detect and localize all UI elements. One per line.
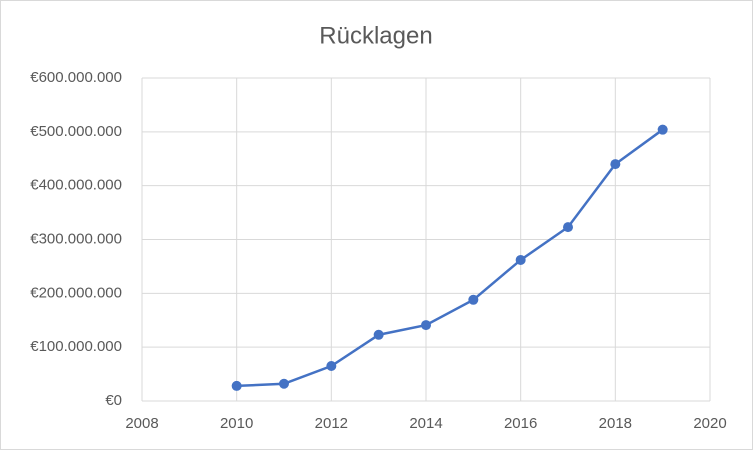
line	[236, 128, 664, 388]
y-tick-label: €0	[105, 392, 122, 409]
y-tick-label: €300.000.000	[30, 230, 122, 247]
marker	[231, 380, 242, 391]
y-tick-label: €200.000.000	[30, 284, 122, 301]
marker	[421, 320, 431, 331]
y-tick-label: €500.000.000	[30, 123, 122, 140]
y-tick-label: €100.000.000	[30, 338, 122, 355]
marker	[373, 329, 384, 340]
marker	[610, 159, 621, 170]
x-tick-label: 2014	[409, 415, 442, 432]
chart-title: Rücklagen	[319, 22, 432, 49]
marker	[657, 124, 668, 135]
x-tick-label: 2008	[125, 415, 158, 432]
x-tick-label: 2010	[220, 415, 253, 432]
y-tick-label: €600.000.000	[30, 69, 122, 86]
x-tick-label: 2018	[599, 415, 632, 432]
marker	[515, 254, 526, 265]
marker	[326, 361, 337, 372]
x-tick-label: 2012	[315, 415, 348, 432]
marker	[279, 378, 289, 389]
marker	[563, 222, 573, 233]
x-tick-label: 2016	[504, 415, 537, 432]
x-tick-label: 2020	[693, 415, 726, 432]
marker	[468, 294, 479, 305]
y-tick-label: €400.000.000	[30, 177, 122, 194]
